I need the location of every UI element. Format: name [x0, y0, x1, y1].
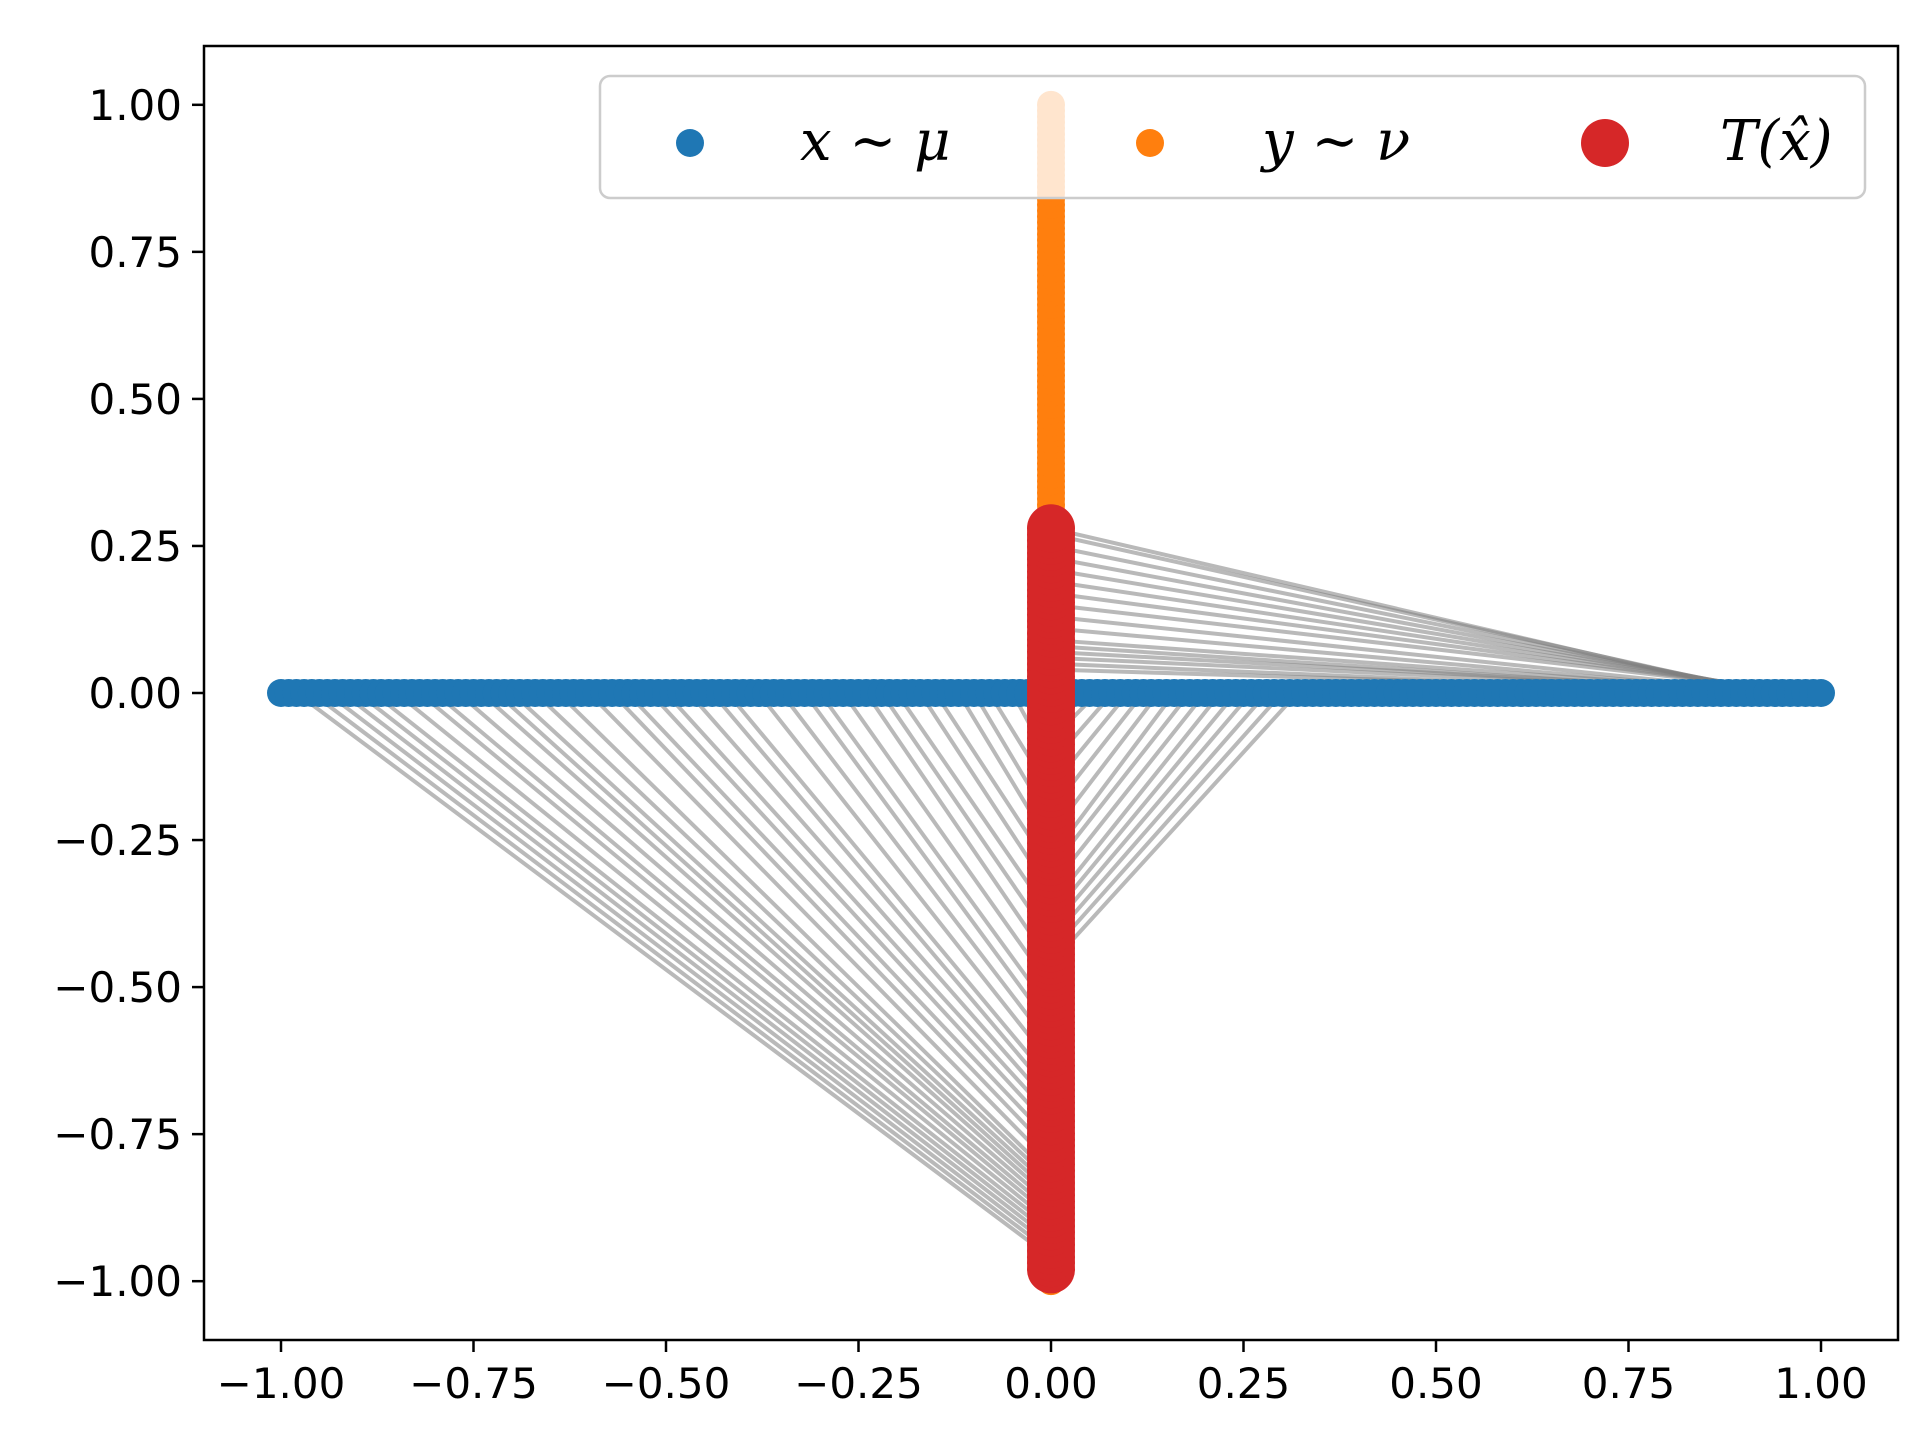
transport-line	[1049, 691, 1207, 889]
transport-line	[710, 691, 1053, 1095]
transport-line	[510, 691, 1053, 1189]
transport-line	[726, 691, 1053, 1083]
transport-line	[779, 691, 1053, 1048]
series-t-xhat	[1027, 504, 1075, 1294]
y-tick-label: −0.50	[53, 963, 182, 1012]
transport-line	[626, 691, 1053, 1142]
legend-label-t-xhat: T(x̂)	[1720, 109, 1833, 174]
transport-line	[325, 691, 1053, 1248]
y-tick-label: −0.25	[53, 816, 182, 865]
transport-line	[587, 691, 1053, 1165]
transport-line	[395, 691, 1053, 1224]
legend-label-x-mu: x ∼ μ	[800, 109, 951, 174]
transport-line	[356, 691, 1053, 1236]
transport-line	[418, 691, 1053, 1219]
transport-line	[687, 691, 1053, 1107]
transport-line	[1049, 691, 1253, 930]
transport-line	[818, 691, 1053, 1012]
axes: −1.00 −0.75 −0.50 −0.25 0.00 0.25 0.50 0.75 1.00…	[53, 44, 1900, 1408]
transport-line	[556, 691, 1053, 1177]
x-tick-label: −1.00	[217, 1359, 346, 1408]
transport-line	[756, 691, 1053, 1065]
transport-line	[1049, 691, 1284, 954]
x-tick-label: 0.00	[1004, 1359, 1098, 1408]
legend-marker-x-mu	[676, 129, 704, 157]
y-tick-label: 0.50	[88, 375, 182, 424]
transport-line	[664, 691, 1053, 1118]
y-tick-label: 0.75	[88, 228, 182, 277]
transport-line	[895, 691, 1053, 918]
transport-line	[864, 691, 1053, 965]
transport-line	[456, 691, 1053, 1207]
transport-line	[879, 691, 1053, 942]
transport-line	[841, 691, 1053, 989]
data-point-x-mu	[1807, 679, 1835, 707]
y-tick-label: −0.75	[53, 1110, 182, 1159]
x-tick-label: 0.50	[1389, 1359, 1483, 1408]
transport-lines	[295, 526, 1814, 1260]
transport-line	[295, 691, 1053, 1260]
y-tick-label: 0.25	[88, 522, 182, 571]
y-tick-label: 1.00	[88, 81, 182, 130]
transport-line	[533, 691, 1053, 1183]
legend-label-y-nu: y ∼ ν	[1259, 109, 1410, 174]
x-tick-label: −0.25	[794, 1359, 923, 1408]
transport-line	[433, 691, 1053, 1213]
transport-line	[495, 691, 1053, 1195]
transport-line	[372, 691, 1053, 1230]
transport-line	[610, 691, 1053, 1154]
x-tick-label: −0.75	[409, 1359, 538, 1408]
transport-line	[1050, 602, 1814, 695]
x-tick-label: 0.75	[1582, 1359, 1676, 1408]
transport-line	[649, 691, 1053, 1130]
legend-marker-y-nu	[1136, 129, 1164, 157]
x-tick-label: 0.25	[1197, 1359, 1291, 1408]
series-x-mu	[267, 679, 1835, 707]
transport-line	[310, 691, 1053, 1254]
x-tick-label: 1.00	[1774, 1359, 1868, 1408]
transport-line	[1049, 691, 1299, 965]
transport-line	[1049, 691, 1269, 942]
legend-marker-t-xhat	[1581, 119, 1629, 167]
x-tick-label: −0.50	[602, 1359, 731, 1408]
y-tick-label: −1.00	[53, 1257, 182, 1306]
transport-line	[1049, 691, 1238, 918]
legend-box	[598, 74, 1867, 200]
transport-line	[341, 691, 1053, 1242]
transport-line	[1049, 691, 1222, 906]
legend: x ∼ μ y ∼ ν T(x̂)	[598, 74, 1867, 200]
data-point-t-xhat	[1027, 504, 1075, 553]
transport-line	[802, 691, 1053, 1030]
transport-line	[479, 691, 1053, 1201]
y-tick-label: 0.00	[88, 669, 182, 718]
